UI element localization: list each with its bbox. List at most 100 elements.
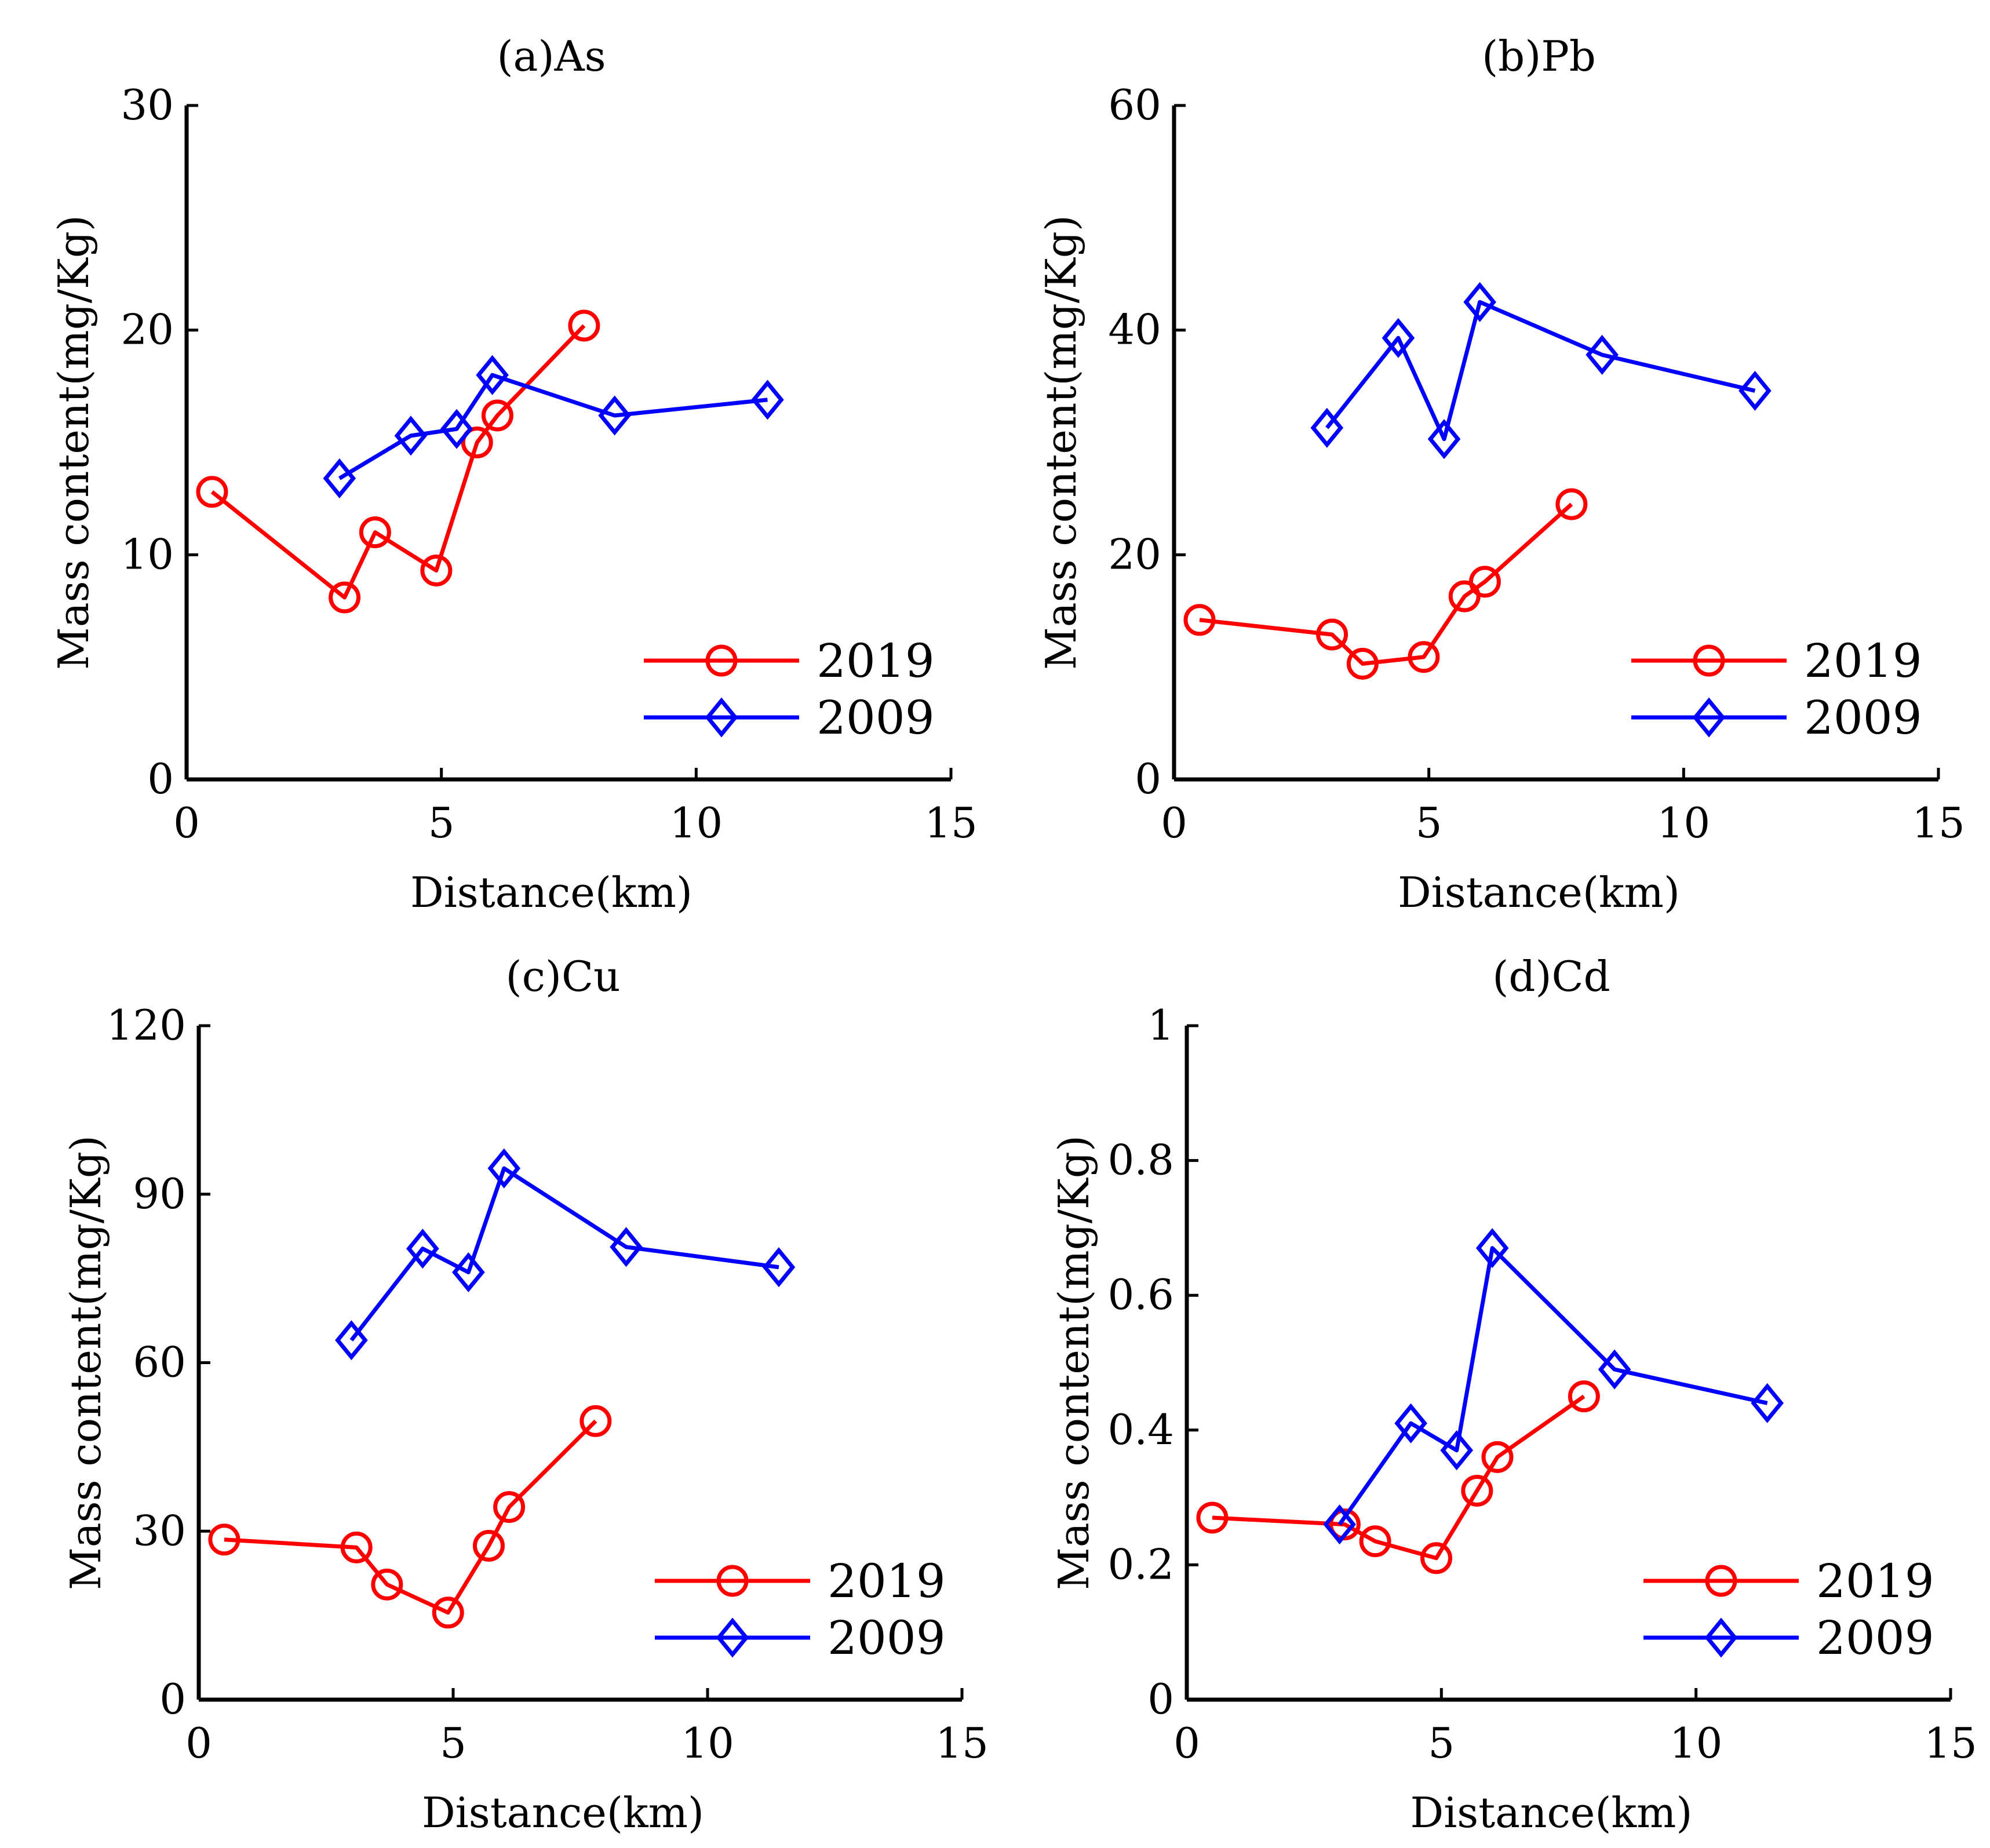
y-tick-label: 1 (1147, 1001, 1174, 1049)
data-point-2019 (1183, 604, 1216, 636)
data-point-2009 (406, 1229, 439, 1269)
data-point-2019 (1481, 1441, 1514, 1473)
data-point-2019 (1461, 1474, 1493, 1507)
x-axis-label: Distance(km) (410, 868, 693, 917)
data-point-2009 (1382, 318, 1415, 358)
x-tick-label: 15 (1924, 1719, 1977, 1767)
y-tick-label: 0 (159, 1675, 186, 1723)
data-point-2019 (196, 476, 228, 508)
series-line-2019 (224, 1419, 597, 1615)
chart-title: (c)Cu (506, 952, 621, 1001)
legend-marker-2019 (1705, 1565, 1737, 1597)
legend-label-2009: 2009 (817, 691, 935, 745)
y-tick-label: 20 (121, 305, 174, 354)
x-tick-label: 10 (670, 799, 723, 847)
data-point-2019 (1196, 1501, 1229, 1534)
data-point-2019 (1346, 647, 1379, 680)
data-point-2009 (1598, 1349, 1631, 1390)
data-point-2009 (1310, 407, 1344, 448)
data-point-2019 (493, 1491, 526, 1523)
x-axis-label: Distance(km) (1398, 868, 1680, 917)
chart-title: (b)Pb (1482, 32, 1596, 81)
data-point-2019 (1420, 1542, 1453, 1574)
chart-title: (d)Cd (1492, 952, 1610, 1001)
legend-marker-2019 (1693, 644, 1725, 677)
x-tick-label: 15 (1912, 799, 1965, 847)
legend-marker-2019 (716, 1565, 749, 1597)
data-point-2019 (481, 399, 513, 432)
x-tick-label: 10 (1657, 799, 1711, 847)
x-tick-label: 0 (1173, 1719, 1200, 1767)
data-point-2009 (394, 415, 428, 456)
data-point-2019 (359, 516, 391, 549)
data-point-2019 (472, 1529, 505, 1562)
chart-panel-2: 0 5 10 15 0 20 40 60 (b)Pb Distance(km) Mass conte… (1037, 32, 1965, 917)
series-line-2009 (1325, 300, 1756, 442)
y-axis-label: Mass content(mg/Kg) (1037, 215, 1085, 670)
y-tick-label: 120 (107, 1001, 186, 1049)
y-tick-label: 0.4 (1107, 1405, 1174, 1454)
data-point-2019 (371, 1568, 403, 1601)
legend-label-2019: 2019 (1804, 634, 1922, 688)
legend-label-2009: 2009 (1804, 691, 1922, 745)
series-line-2009 (349, 1166, 779, 1342)
data-point-2019 (1468, 566, 1501, 598)
data-point-2009 (751, 380, 784, 420)
y-tick-label: 90 (133, 1169, 186, 1218)
chart-title: (a)As (497, 32, 606, 81)
y-tick-label: 0.6 (1107, 1270, 1174, 1319)
series-line-2009 (338, 373, 768, 480)
data-point-2019 (208, 1523, 240, 1556)
data-point-2009 (487, 1148, 521, 1189)
y-tick-label: 0 (1135, 754, 1161, 803)
x-tick-label: 15 (935, 1719, 989, 1767)
x-axis-label: Distance(km) (1411, 1788, 1693, 1837)
legend-marker-2009 (1692, 697, 1726, 738)
data-point-2009 (335, 1320, 368, 1361)
legend-label-2019: 2019 (828, 1554, 946, 1608)
x-tick-label: 5 (440, 1719, 466, 1767)
y-axis-label: Mass content(mg/Kg) (49, 215, 98, 670)
data-point-2019 (1555, 488, 1588, 520)
x-tick-label: 10 (681, 1719, 734, 1767)
data-point-2009 (1463, 282, 1496, 322)
data-point-2019 (568, 309, 600, 342)
data-point-2019 (579, 1405, 612, 1437)
legend-marker-2009 (1704, 1617, 1738, 1658)
y-tick-label: 10 (121, 530, 174, 578)
y-tick-label: 60 (1108, 81, 1161, 129)
series-line-2019 (1199, 502, 1573, 666)
data-point-2009 (1475, 1228, 1509, 1269)
x-tick-label: 0 (173, 799, 200, 847)
data-point-2009 (1586, 334, 1619, 375)
chart-panel-1: 0 5 10 15 0 10 20 30 (a)As Distance(km) Mass conte… (49, 32, 978, 917)
data-point-2009 (1427, 419, 1461, 460)
y-tick-label: 0.8 (1107, 1136, 1174, 1184)
x-axis-label: Distance(km) (422, 1788, 704, 1837)
data-point-2019 (329, 581, 361, 614)
data-point-2019 (432, 1597, 464, 1629)
legend-marker-2009 (716, 1617, 749, 1658)
x-tick-label: 0 (185, 1719, 212, 1767)
y-tick-label: 0.2 (1107, 1540, 1174, 1588)
legend-marker-2009 (705, 697, 738, 738)
legend-label-2009: 2009 (828, 1611, 946, 1665)
data-point-2009 (452, 1252, 485, 1292)
chart-panel-3: 0 5 10 15 0 30 60 90 120 (c)Cu Distance(km) Mass co… (61, 952, 989, 1837)
chart-panel-4: 0 5 10 15 0 0.2 0.4 0.6 0.8 1 (d)Cd Distance(km) Mas… (1049, 952, 1977, 1837)
y-tick-label: 40 (1108, 305, 1161, 354)
series-line-2009 (1337, 1246, 1768, 1526)
data-point-2009 (610, 1227, 643, 1267)
data-point-2009 (1440, 1430, 1473, 1471)
data-point-2009 (1323, 1504, 1356, 1545)
data-point-2019 (1448, 580, 1481, 613)
data-point-2009 (476, 355, 509, 395)
data-point-2009 (598, 395, 631, 436)
x-tick-label: 5 (1428, 1719, 1455, 1767)
legend-label-2019: 2019 (1816, 1554, 1934, 1608)
x-tick-label: 15 (924, 799, 978, 847)
x-tick-label: 5 (428, 799, 455, 847)
legend-label-2009: 2009 (1816, 1611, 1934, 1665)
x-tick-label: 5 (1416, 799, 1442, 847)
